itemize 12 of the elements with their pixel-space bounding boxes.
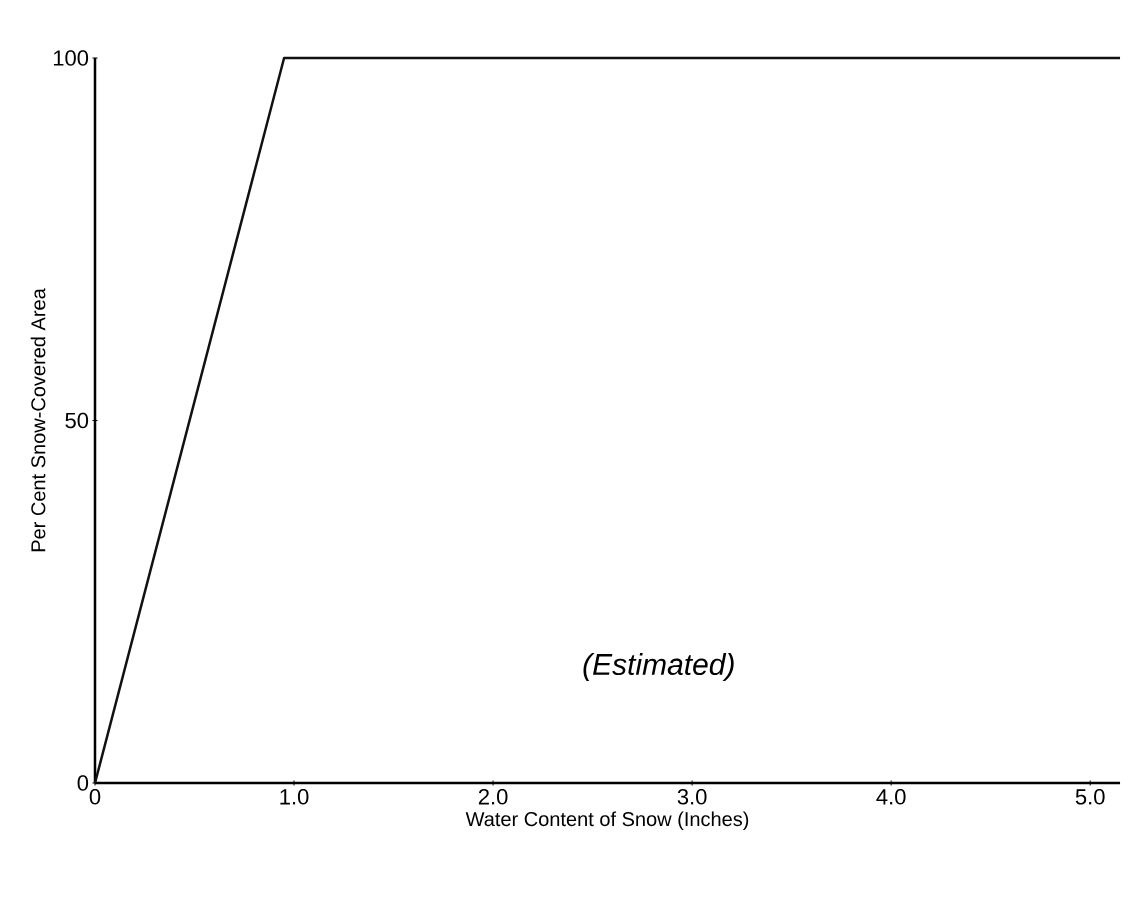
y-axis-title: Per Cent Snow-Covered Area	[30, 288, 46, 552]
y-tick-label: 0	[77, 775, 89, 791]
annotation: (Estimated)	[583, 653, 734, 681]
x-tick-label: 5.0	[1075, 789, 1105, 805]
x-tick-label: 3.0	[677, 789, 707, 805]
x-tick-label: 2.0	[478, 789, 508, 805]
y-tick-label: 50	[65, 412, 89, 429]
x-axis-title: Water Content of Snow (Inches)	[465, 811, 749, 831]
x-tick-label: 4.0	[876, 789, 906, 805]
x-tick-label: 1.0	[280, 789, 309, 805]
y-tick-label: 100	[53, 50, 89, 66]
x-tick-label: 0	[89, 789, 101, 805]
